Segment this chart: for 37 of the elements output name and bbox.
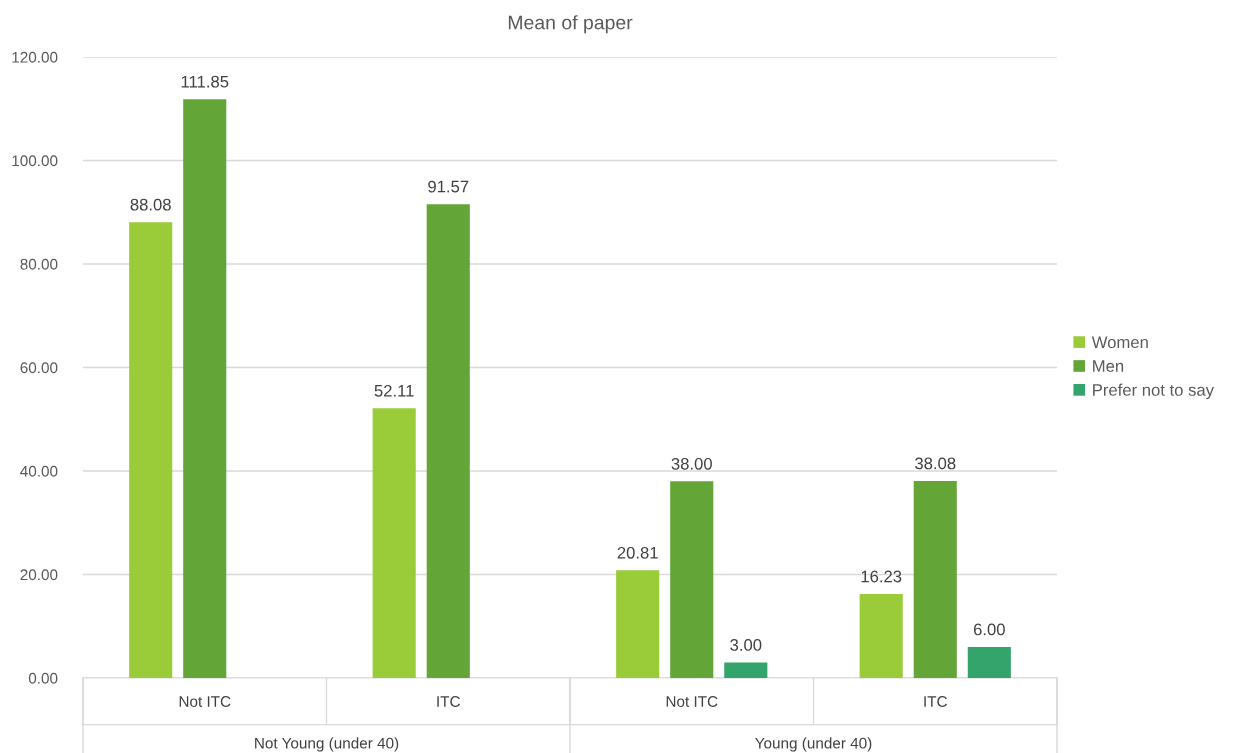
x-tick-label: Not ITC xyxy=(179,696,231,707)
data-label: 91.57 xyxy=(428,180,469,193)
y-tick-label: 40.00 xyxy=(20,465,58,477)
legend-label: Women xyxy=(1091,336,1148,349)
data-label: 111.85 xyxy=(181,75,229,88)
y-tick-label: 60.00 xyxy=(20,362,58,374)
legend-label: Men xyxy=(1093,360,1124,372)
bar xyxy=(967,646,1011,678)
x-tick-label: ITC xyxy=(437,696,460,707)
x-tick-label: Not ITC xyxy=(666,696,718,707)
y-tick-label: 80.00 xyxy=(20,258,58,270)
bar xyxy=(913,480,957,678)
y-tick-label: 20.00 xyxy=(20,569,58,581)
data-label: 88.08 xyxy=(130,198,171,211)
text: Young (under 40) xyxy=(755,737,872,752)
bar xyxy=(859,594,903,678)
y-tick-label: 0.00 xyxy=(28,672,58,684)
y-tick-label: 100.00 xyxy=(12,155,58,167)
legend-label: Prefer not to say xyxy=(1093,383,1214,400)
data-label: 20.81 xyxy=(617,546,658,559)
bar xyxy=(183,99,227,678)
data-label: 3.00 xyxy=(730,639,762,651)
data-label: 52.11 xyxy=(374,384,414,397)
y-tick-label: 120.00 xyxy=(12,51,58,63)
x-tick-label: ITC xyxy=(924,696,947,707)
bar xyxy=(372,408,416,678)
bar xyxy=(724,662,768,678)
data-label: 38.00 xyxy=(671,457,712,470)
chart-title: Mean of paper xyxy=(508,15,633,34)
data-label: 38.08 xyxy=(915,457,956,470)
bar xyxy=(616,570,660,678)
data-label: 6.00 xyxy=(973,623,1005,636)
data-label: 16.23 xyxy=(861,570,902,583)
bar xyxy=(426,204,470,678)
bar xyxy=(129,222,173,678)
text: Not Young (under 40) xyxy=(255,737,399,752)
bar xyxy=(670,481,714,678)
